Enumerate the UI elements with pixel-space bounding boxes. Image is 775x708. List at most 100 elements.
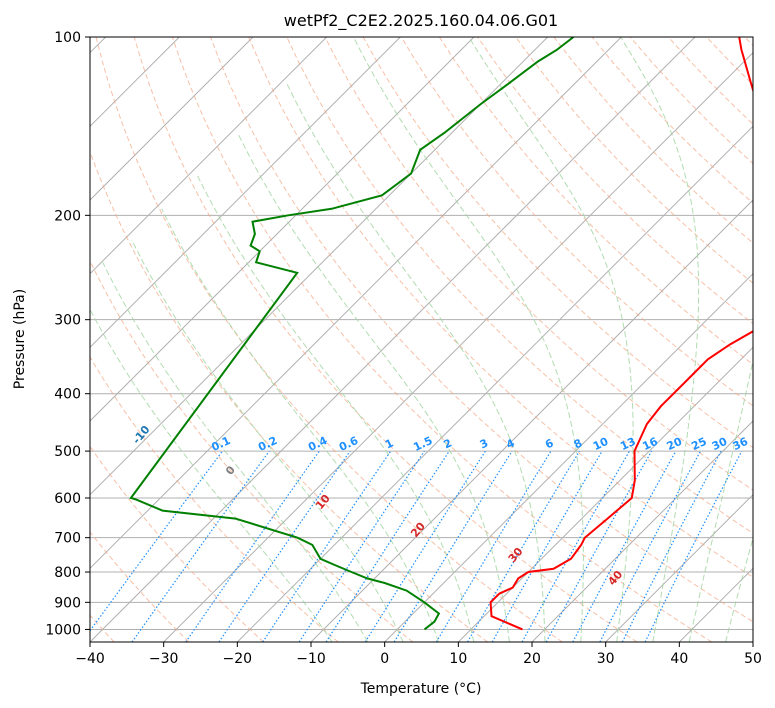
x-tick-label: −30 <box>149 651 179 667</box>
mixing-ratio-label: 30 <box>710 435 730 453</box>
background-lines <box>90 37 753 642</box>
moist-adiabat-line <box>90 308 333 642</box>
dry-adiabat-label: 40 <box>606 568 626 588</box>
dry-adiabat-line <box>438 37 753 366</box>
y-tick-label: 300 <box>54 313 81 329</box>
x-tick-label: 30 <box>597 651 615 667</box>
isotherm-line <box>90 37 475 422</box>
dry-adiabat-line <box>248 37 753 578</box>
y-tick-label: 400 <box>54 387 81 403</box>
isotherm-line <box>678 567 753 642</box>
mixing-ratio-line <box>545 450 653 642</box>
mixing-ratio-label: 1 <box>383 436 395 451</box>
dry-adiabat-line <box>362 37 753 449</box>
isotherm-line <box>236 125 753 642</box>
moist-adiabat-line <box>468 37 634 642</box>
dry-adiabat-line <box>95 37 563 642</box>
dry-adiabat-line <box>668 37 753 125</box>
mixing-ratio-line <box>521 450 631 642</box>
moist-adiabat-line <box>620 37 700 642</box>
isotherm-line <box>90 37 328 275</box>
dry-adiabat-line <box>324 37 753 491</box>
x-tick-label: −10 <box>296 651 326 667</box>
isotherm-line <box>605 493 753 642</box>
mixing-ratio-label: 36 <box>731 435 751 453</box>
mixing-ratio-label: 20 <box>665 435 685 453</box>
mixing-ratio-line <box>131 450 270 642</box>
isotherm-line <box>457 346 753 642</box>
dry-adiabat-line <box>400 37 753 407</box>
y-tick-label: 500 <box>54 444 81 460</box>
y-tick-label: 900 <box>54 595 81 611</box>
mixing-ratio-label: 16 <box>640 435 660 453</box>
x-tick-label: −40 <box>75 651 105 667</box>
y-tick-label: 100 <box>54 30 81 46</box>
mixing-ratio-line <box>325 450 450 642</box>
mixing-ratio-label: 2 <box>442 436 454 451</box>
chart-title: wetPf2_C2E2.2025.160.04.06.G01 <box>284 11 558 31</box>
dry-adiabat-line <box>591 37 753 204</box>
moist-adiabat-line <box>725 536 753 642</box>
dry-adiabat-line <box>133 37 638 642</box>
x-axis-label: Temperature (°C) <box>360 681 482 697</box>
mixing-ratio-label: 10 <box>591 435 611 453</box>
dewpoint-line <box>129 37 575 631</box>
mixing-ratio-label: 25 <box>689 435 708 453</box>
dry-adiabat-line <box>171 37 712 642</box>
mixing-ratio-line <box>599 450 702 642</box>
dry-adiabat-label: -10 <box>130 423 153 447</box>
dry-adiabat-label: 20 <box>408 520 428 540</box>
moist-adiabat-line <box>688 358 753 642</box>
x-tick-label: 20 <box>523 651 541 667</box>
mixing-ratio-line <box>435 450 552 642</box>
x-tick-label: 10 <box>449 651 467 667</box>
temperature-line <box>489 37 753 631</box>
isotherm-line <box>90 37 254 201</box>
dry-adiabat-line <box>90 356 339 642</box>
moist-adiabat-line <box>131 239 404 642</box>
dry-adiabat-line <box>90 150 488 642</box>
plot-frame <box>89 36 754 643</box>
data-series <box>129 37 753 631</box>
x-tick-label: 0 <box>380 651 389 667</box>
mixing-ratio-label: 4 <box>504 436 517 451</box>
y-tick-label: 200 <box>54 208 81 224</box>
mixing-ratio-line <box>185 450 320 642</box>
isotherm-line <box>752 641 753 642</box>
moist-adiabat-line <box>161 208 439 642</box>
moist-adiabat-line <box>237 132 510 642</box>
dry-adiabat-line <box>210 37 753 623</box>
mixing-ratio-line <box>364 450 486 642</box>
y-tick-label: 700 <box>54 531 81 547</box>
moist-adiabat-line <box>102 262 369 642</box>
mixing-ratio-line <box>218 450 351 642</box>
y-tick-label: 1000 <box>45 622 81 638</box>
moist-adiabat-line <box>195 173 475 642</box>
isotherm-line <box>90 37 622 570</box>
mixing-ratio-line <box>298 450 425 642</box>
isotherm-line <box>384 272 753 642</box>
dry-adiabat-line <box>553 37 753 244</box>
isotherm-line <box>90 37 549 496</box>
mixing-ratio-label: 13 <box>618 435 637 453</box>
dry-adiabat-line <box>90 259 414 642</box>
dry-adiabat-line <box>90 445 264 642</box>
mixing-ratio-label: 6 <box>543 436 556 451</box>
dry-adiabat-line <box>706 37 753 86</box>
moist-adiabat-line <box>353 37 584 642</box>
mixing-ratio-line <box>644 450 743 642</box>
y-tick-label: 800 <box>54 565 81 581</box>
x-tick-label: 50 <box>744 651 762 667</box>
mixing-ratio-line <box>572 450 677 642</box>
mixing-ratio-line <box>621 450 722 642</box>
moist-adiabat-line <box>286 83 546 642</box>
adiabat-labels: 0.1 0.2 0.4 0.6 1 1.5 2 3 4 6 8 10 13 16 20 25 30 36-1001… <box>130 423 750 588</box>
y-tick-label: 600 <box>54 491 81 507</box>
mixing-ratio-line <box>262 450 392 642</box>
dry-adiabat-line <box>515 37 753 284</box>
isotherm-line <box>163 51 753 642</box>
x-tick-label: 40 <box>670 651 688 667</box>
mixing-ratio-line <box>90 450 223 632</box>
isotherm-line <box>531 420 753 642</box>
